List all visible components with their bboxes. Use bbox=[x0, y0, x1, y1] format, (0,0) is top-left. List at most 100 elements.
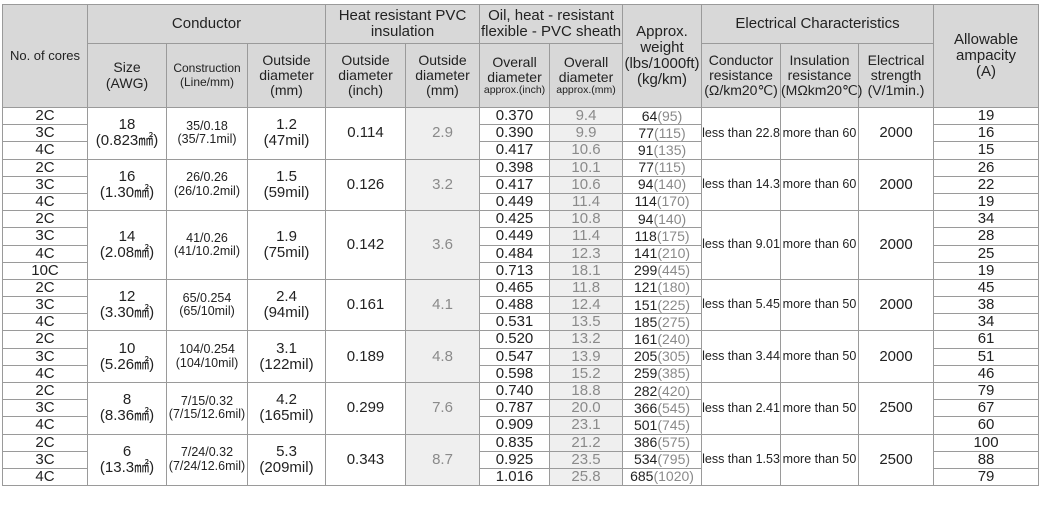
overall-od-mm-cell: 23.1 bbox=[549, 416, 624, 435]
weight-kg: (305) bbox=[657, 348, 691, 365]
size-awg: 6 bbox=[122, 442, 132, 460]
conductor-od-cell: 1.2 (47mil) bbox=[247, 107, 326, 160]
construction-mm: 26/0.26 bbox=[186, 170, 228, 185]
header-conductor-od-unit: (mm) bbox=[270, 82, 303, 99]
overall-od-inch-cell: 0.484 bbox=[479, 244, 551, 263]
electrical-strength-cell: 2000 bbox=[858, 107, 935, 160]
ampacity-cell: 79 bbox=[933, 381, 1040, 401]
weight-cell: 259(385) bbox=[622, 364, 703, 384]
overall-od-inch-cell: 0.520 bbox=[479, 330, 551, 349]
header-electrical-strength-unit: (V/1min.) bbox=[867, 82, 925, 99]
overall-od-mm-cell: 18.1 bbox=[549, 261, 624, 280]
size-mm2: (1.30㎟) bbox=[99, 183, 155, 201]
weight-lbs: 282 bbox=[633, 382, 658, 399]
ampacity-cell: 100 bbox=[933, 433, 1040, 452]
table-row: 4C 0.531 13.5 185(275) 34 bbox=[2, 313, 1040, 332]
ampacity-cell: 28 bbox=[933, 227, 1040, 246]
weight-lbs: 185 bbox=[633, 313, 658, 330]
conductor-od-mm: 1.2 bbox=[276, 116, 297, 134]
weight-lbs: 64 bbox=[641, 107, 658, 124]
header-overall-mm-note: approx.(mm) bbox=[556, 83, 616, 96]
construction-mm: 35/0.18 bbox=[186, 118, 228, 133]
conductor-resistance-cell: less than 9.01 bbox=[701, 210, 782, 280]
header-weight-unit-lbs: (lbs/1000ft) bbox=[624, 55, 700, 72]
overall-od-mm-cell: 13.2 bbox=[549, 330, 624, 349]
ampacity-cell: 79 bbox=[933, 467, 1040, 487]
conductor-od-mil: (75mil) bbox=[263, 244, 310, 261]
ampacity-cell: 60 bbox=[933, 416, 1040, 435]
construction-mil: (35/7.1mil) bbox=[177, 132, 237, 147]
construction-mil: (7/15/12.6mil) bbox=[168, 407, 246, 422]
size-mm2: (5.26㎟) bbox=[99, 355, 155, 373]
table-row: 10C 0.713 18.1 299(445) 19 bbox=[2, 261, 1040, 280]
overall-od-inch-cell: 0.449 bbox=[479, 227, 551, 246]
size-awg: 14 bbox=[118, 227, 136, 245]
weight-kg: (135) bbox=[653, 141, 687, 158]
cores-cell: 10C bbox=[2, 261, 88, 280]
overall-od-mm-cell: 18.8 bbox=[549, 381, 624, 401]
overall-od-mm-cell: 11.4 bbox=[549, 192, 624, 212]
construction-mm: 41/0.26 bbox=[186, 230, 228, 245]
overall-od-inch-cell: 0.740 bbox=[479, 381, 551, 401]
weight-cell: 282(420) bbox=[622, 381, 703, 401]
insulation-resistance-cell: more than 50 bbox=[780, 382, 860, 435]
weight-kg: (115) bbox=[653, 159, 686, 176]
overall-od-mm-cell: 10.8 bbox=[549, 210, 624, 229]
table-row: 4C 0.449 11.4 114(170) 19 bbox=[2, 192, 1040, 212]
weight-cell: 161(240) bbox=[622, 330, 703, 349]
weight-kg: (1020) bbox=[653, 468, 694, 485]
construction-mm: 7/15/0.32 bbox=[180, 393, 234, 408]
size-mm2: (13.3㎟) bbox=[99, 458, 155, 476]
weight-lbs: 161 bbox=[633, 330, 658, 347]
header-overall-mm-label: Overall diameter bbox=[558, 53, 614, 85]
table-body: 2C 18 (0.823㎟) 35/0.18 (35/7.1mil) 1.2 (47mil)… bbox=[2, 106, 1040, 487]
overall-od-mm-cell: 15.2 bbox=[549, 364, 624, 384]
conductor-od-mm: 2.4 bbox=[276, 287, 297, 305]
construction-mil: (7/24/12.6mil) bbox=[168, 458, 246, 473]
header-size: Size (AWG) bbox=[87, 43, 167, 108]
ampacity-cell: 19 bbox=[933, 106, 1040, 126]
header-overall-inch: Overall diameter approx.(inch) bbox=[479, 43, 551, 108]
electrical-strength-cell: 2000 bbox=[858, 330, 935, 383]
cores-cell: 3C bbox=[2, 124, 88, 143]
weight-lbs: 91 bbox=[637, 141, 654, 158]
insulation-od-inch-cell: 0.126 bbox=[325, 158, 406, 212]
table-row: 2C 18 (0.823㎟) 35/0.18 (35/7.1mil) 1.2 (47mil)… bbox=[2, 106, 1040, 160]
insulation-od-inch-cell: 0.299 bbox=[325, 382, 406, 435]
conductor-od-cell: 1.5 (59mil) bbox=[247, 158, 326, 212]
conductor-od-mil: (47mil) bbox=[263, 132, 310, 150]
header-sheath: Oil, heat - resistant flexible - PVC she… bbox=[479, 4, 624, 44]
conductor-od-cell: 1.9 (75mil) bbox=[247, 210, 326, 280]
conductor-od-mm: 4.2 bbox=[276, 391, 297, 409]
size-mm2: (8.36㎟) bbox=[99, 407, 155, 425]
overall-od-mm-cell: 23.5 bbox=[549, 450, 624, 469]
header-insulation-od-mm-label: Outside diameter bbox=[415, 51, 470, 83]
cores-cell: 3C bbox=[2, 227, 88, 246]
weight-cell: 77(115) bbox=[622, 124, 703, 143]
insulation-od-inch-cell: 0.114 bbox=[325, 107, 406, 160]
overall-od-mm-cell: 11.4 bbox=[549, 227, 624, 246]
weight-lbs: 121 bbox=[633, 279, 658, 296]
header-overall-inch-label: Overall diameter bbox=[487, 53, 542, 85]
weight-lbs: 77 bbox=[638, 124, 654, 141]
insulation-resistance-cell: more than 60 bbox=[780, 107, 860, 160]
ampacity-cell: 45 bbox=[933, 278, 1040, 298]
size-cell: 14 (2.08㎟) bbox=[87, 210, 167, 280]
header-ampacity-unit: (A) bbox=[976, 63, 997, 81]
header-insulation-od-mm: Outside diameter (mm) bbox=[404, 43, 481, 108]
insulation-od-inch-cell: 0.343 bbox=[325, 433, 406, 487]
header-conductor-od-label: Outside diameter bbox=[259, 51, 314, 83]
overall-od-mm-cell: 9.4 bbox=[549, 106, 624, 126]
overall-od-inch-cell: 0.370 bbox=[479, 106, 551, 126]
cores-cell: 2C bbox=[2, 106, 88, 126]
size-awg: 8 bbox=[122, 391, 132, 409]
weight-cell: 185(275) bbox=[622, 313, 703, 332]
electrical-strength-cell: 2000 bbox=[858, 158, 935, 212]
weight-kg: (210) bbox=[657, 245, 691, 262]
ampacity-cell: 34 bbox=[933, 313, 1040, 332]
weight-lbs: 205 bbox=[633, 348, 658, 365]
overall-od-inch-cell: 0.488 bbox=[479, 296, 551, 315]
cores-cell: 2C bbox=[2, 210, 88, 229]
size-mm2: (3.30㎟) bbox=[99, 304, 155, 322]
overall-od-inch-cell: 1.016 bbox=[479, 467, 551, 487]
